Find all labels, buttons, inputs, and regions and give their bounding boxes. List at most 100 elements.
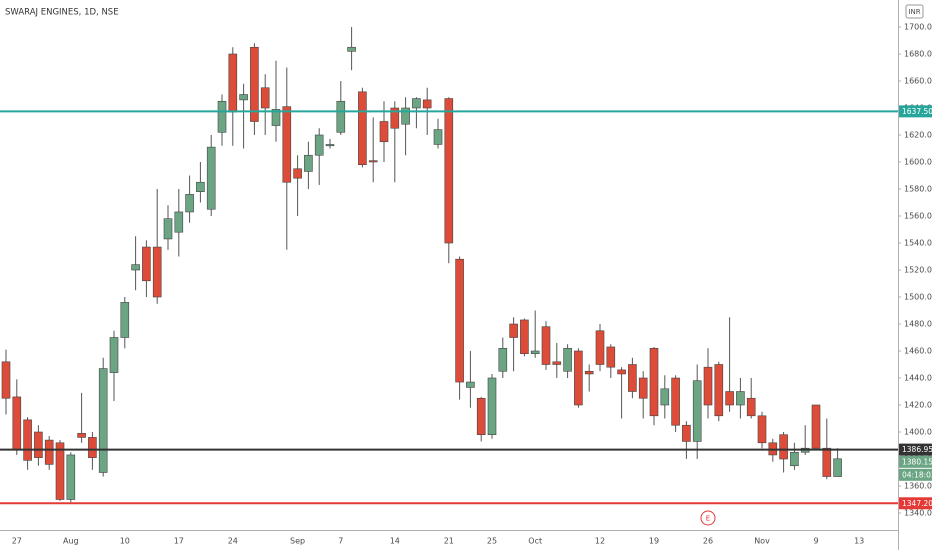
- x-tick-label: 10: [120, 537, 130, 546]
- candle-body: [822, 447, 832, 477]
- price-tag: [899, 497, 932, 510]
- candle-body: [649, 347, 659, 417]
- candle-body: [325, 144, 335, 147]
- countdown-tag: [899, 468, 932, 481]
- candle-body: [206, 146, 216, 210]
- candle-body: [260, 87, 270, 109]
- x-tick-label: Nov: [754, 537, 770, 546]
- candle-body: [487, 377, 497, 436]
- x-tick-label: 26: [703, 537, 713, 546]
- y-tick-label: 1680.00: [904, 50, 932, 59]
- candle-body: [77, 433, 86, 438]
- candle-body: [628, 364, 637, 392]
- candle-body: [746, 397, 756, 417]
- x-tick-label: 9: [813, 537, 818, 546]
- candle-body: [422, 99, 432, 109]
- x-tick-label: 13: [854, 537, 864, 546]
- candle-body: [88, 437, 97, 458]
- candle-body: [98, 368, 108, 473]
- y-tick-label: 1700.00: [904, 23, 932, 32]
- candle-body: [12, 396, 22, 450]
- x-tick-label: Oct: [528, 537, 542, 546]
- y-tick-label: 1340.00: [904, 509, 932, 518]
- candle-body: [250, 46, 259, 122]
- candle-body: [66, 454, 76, 500]
- x-tick-label: 14: [390, 537, 400, 546]
- y-tick-label: 1400.00: [904, 428, 932, 437]
- candle-body: [314, 134, 324, 156]
- candle-body: [757, 415, 767, 444]
- price-tag-label: 1347.20: [902, 499, 932, 508]
- candle-body: [358, 91, 367, 166]
- y-tick-label: 1440.00: [904, 374, 932, 383]
- x-tick-label: 25: [487, 537, 497, 546]
- candle-body: [142, 246, 151, 282]
- candle-body: [347, 46, 356, 52]
- candle-body: [368, 160, 378, 163]
- candle-body: [833, 458, 842, 477]
- y-tick-label: 1620.00: [904, 131, 932, 140]
- currency-box: [905, 4, 924, 19]
- candle-body: [455, 258, 464, 383]
- candle-body: [293, 168, 302, 179]
- candle-body: [185, 194, 194, 213]
- candle-body: [109, 337, 119, 373]
- candle-body: [271, 109, 281, 126]
- candle-body: [574, 350, 583, 406]
- chart-title: SWARAJ ENGINES, 1D, NSE: [5, 8, 119, 18]
- candle-body: [44, 439, 54, 465]
- candle-body: [401, 107, 410, 125]
- y-tick-label: 1500.00: [904, 293, 932, 302]
- y-tick-label: 1480.00: [904, 320, 932, 329]
- y-tick-label: 1580.00: [904, 185, 932, 194]
- candle-body: [163, 218, 173, 240]
- candle-body: [692, 380, 702, 442]
- price-tag: [899, 443, 932, 456]
- candle-body: [638, 377, 648, 399]
- candle-body: [1, 361, 11, 399]
- candle-body: [228, 53, 238, 113]
- candle-body: [671, 377, 680, 426]
- candle-body: [736, 391, 745, 406]
- x-tick-label: 24: [228, 537, 238, 546]
- candle-body: [444, 98, 454, 244]
- candle-body: [466, 381, 475, 388]
- candle-body: [174, 211, 184, 233]
- candle-body: [811, 404, 821, 449]
- candle-body: [725, 391, 734, 406]
- candle-body: [217, 100, 227, 133]
- candle-body: [55, 442, 65, 500]
- price-tag-label: 1637.50: [902, 107, 932, 116]
- candle-body: [390, 107, 400, 129]
- x-tick-label: 19: [649, 537, 659, 546]
- candle-body: [196, 181, 205, 192]
- countdown-label: 04:18:03: [902, 470, 932, 479]
- y-tick-label: 1520.00: [904, 266, 932, 275]
- earnings-label: E: [706, 515, 710, 523]
- candle-body: [779, 434, 788, 460]
- candle-body: [606, 346, 616, 368]
- currency: INR: [908, 8, 920, 16]
- x-tick-label: 27: [12, 537, 22, 546]
- candle-body: [660, 388, 670, 406]
- x-tick-label: 17: [174, 537, 184, 546]
- candle-body: [476, 397, 486, 436]
- y-tick-label: 1540.00: [904, 239, 932, 248]
- last-price-label: 1380.15: [902, 457, 932, 466]
- price-tag-label: 1386.95: [902, 445, 932, 454]
- y-tick-label: 1660.00: [904, 77, 932, 86]
- y-tick-label: 1560.00: [904, 212, 932, 221]
- candle-body: [584, 370, 594, 375]
- earnings-marker: [700, 510, 716, 526]
- x-tick-label: 7: [338, 537, 343, 546]
- candle-body: [120, 302, 130, 338]
- y-tick-label: 1460.00: [904, 347, 932, 356]
- x-tick-label: Sep: [290, 537, 305, 546]
- candle-body: [520, 319, 529, 355]
- candle-body: [304, 154, 313, 172]
- candle-body: [530, 350, 540, 354]
- y-tick-label: 1420.00: [904, 401, 932, 410]
- y-tick-label: 1600.00: [904, 158, 932, 167]
